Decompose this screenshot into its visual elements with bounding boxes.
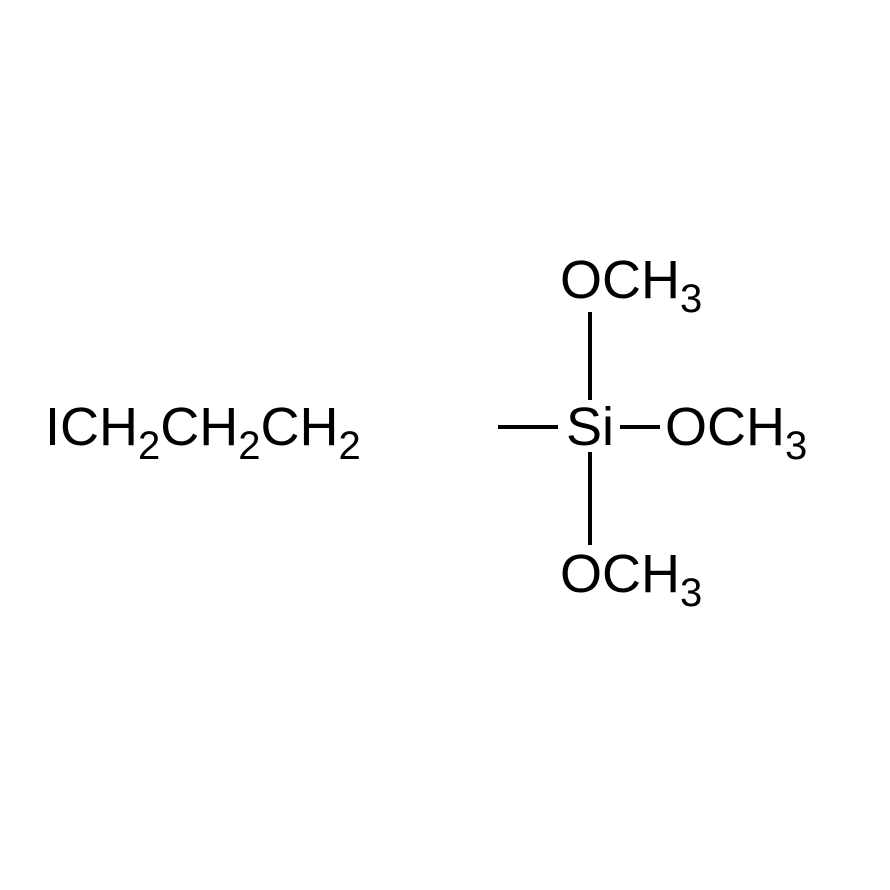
label-chain: ICH2CH2CH2	[45, 397, 361, 468]
label-si: Si	[566, 397, 614, 457]
molecule-diagram: ICH2CH2CH2 Si OCH3 OCH3 OCH3	[0, 0, 890, 890]
label-och3_right: OCH3	[665, 397, 807, 468]
label-och3_bottom: OCH3	[560, 544, 702, 615]
label-och3_top: OCH3	[560, 250, 702, 321]
